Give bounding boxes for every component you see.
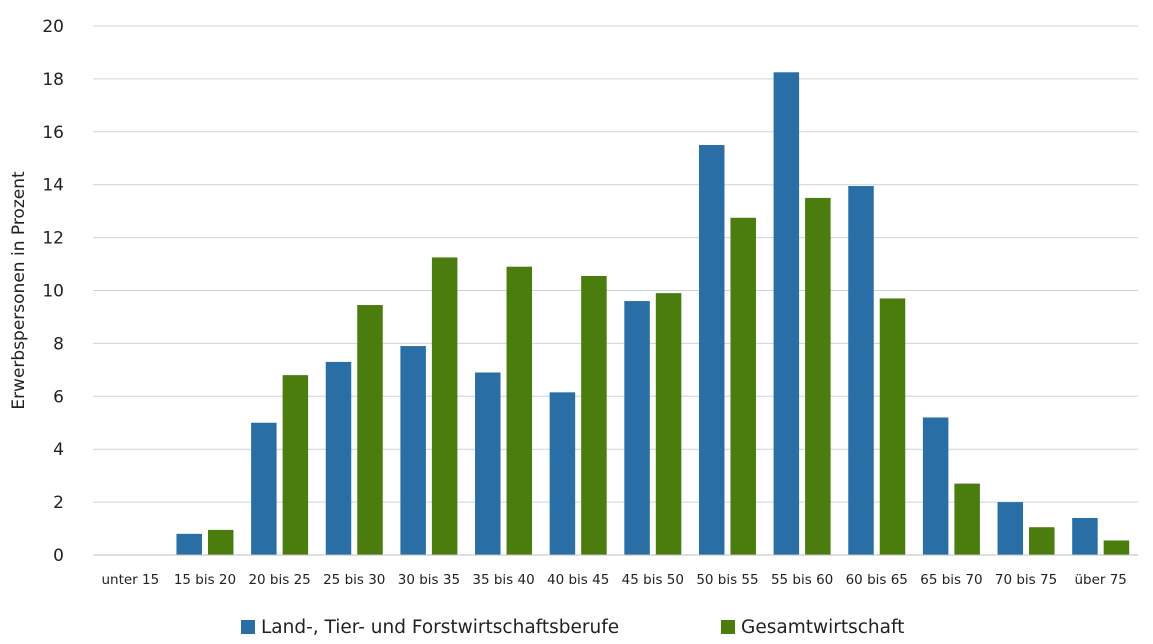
bar-gesamtwirtschaft-ueber-75 [1103, 540, 1130, 555]
bar-land-tier-und-forstwirtschaftsberufe-30-bis-35 [400, 346, 426, 555]
y-axis-ticks: 0 2 4 6 8 10 12 14 16 18 20 [42, 17, 64, 566]
legend: Land-, Tier- und Forstwirtschaftsberufe … [241, 617, 904, 638]
x-axis-ticks: unter 15 15 bis 20 20 bis 25 25 bis 30 30 bi… [101, 572, 1126, 588]
y-tick-label-0: 0 [53, 546, 64, 566]
x-tick-label-25-bis-30: 25 bis 30 [323, 572, 385, 588]
y-tick-label-20: 20 [42, 17, 64, 37]
bar-land-tier-und-forstwirtschaftsberufe-65-bis-70 [922, 417, 949, 555]
x-tick-label-40-bis-45: 40 bis 45 [547, 572, 609, 588]
x-tick-label-15-bis-20: 15 bis 20 [174, 572, 236, 588]
legend-swatch-land-tier-forstwirtschaftsberufe [241, 620, 255, 634]
y-tick-label-10: 10 [42, 282, 64, 302]
bar-gesamtwirtschaft-50-bis-55 [730, 217, 756, 555]
bar-land-tier-und-forstwirtschaftsberufe-40-bis-45 [549, 392, 576, 555]
bar-gesamtwirtschaft-20-bis-25 [282, 375, 309, 555]
x-tick-label-20-bis-25: 20 bis 25 [248, 572, 310, 588]
bar-land-tier-und-forstwirtschaftsberufe-25-bis-30 [325, 361, 352, 555]
bar-gesamtwirtschaft-70-bis-75 [1029, 527, 1055, 555]
y-tick-label-6: 6 [53, 387, 64, 407]
gridlines [93, 25, 1138, 503]
bar-gesamtwirtschaft-35-bis-40 [506, 266, 533, 555]
bar-gesamtwirtschaft-65-bis-70 [954, 483, 980, 555]
bar-land-tier-und-forstwirtschaftsberufe-15-bis-20 [176, 533, 202, 555]
bar-land-tier-und-forstwirtschaftsberufe-70-bis-75 [997, 502, 1024, 555]
bar-gesamtwirtschaft-15-bis-20 [207, 529, 234, 555]
legend-label-gesamtwirtschaft: Gesamtwirtschaft [741, 617, 904, 638]
bar-land-tier-und-forstwirtschaftsberufe-35-bis-40 [475, 372, 501, 555]
x-tick-label-45-bis-50: 45 bis 50 [622, 572, 684, 588]
x-tick-label-50-bis-55: 50 bis 55 [696, 572, 758, 588]
y-axis-title: Erwerbspersonen in Prozent [9, 171, 29, 410]
bar-gesamtwirtschaft-45-bis-50 [655, 293, 682, 555]
bar-gesamtwirtschaft-30-bis-35 [431, 257, 458, 555]
bar-gesamtwirtschaft-60-bis-65 [879, 298, 906, 555]
y-tick-label-4: 4 [53, 440, 64, 460]
bar-land-tier-und-forstwirtschaftsberufe-60-bis-65 [848, 186, 874, 555]
bars [176, 72, 1130, 556]
x-tick-label-60-bis-65: 60 bis 65 [846, 572, 908, 588]
x-tick-label-35-bis-40: 35 bis 40 [472, 572, 534, 588]
x-tick-label-ueber-75: über 75 [1074, 572, 1126, 588]
y-tick-label-14: 14 [42, 176, 64, 196]
bar-land-tier-und-forstwirtschaftsberufe-ueber-75 [1072, 517, 1098, 555]
bar-land-tier-und-forstwirtschaftsberufe-50-bis-55 [698, 145, 725, 555]
x-tick-label-65-bis-70: 65 bis 70 [920, 572, 982, 588]
x-tick-label-unter-15: unter 15 [101, 572, 159, 588]
y-tick-label-2: 2 [53, 493, 64, 513]
y-tick-label-18: 18 [42, 70, 64, 90]
y-tick-label-12: 12 [42, 229, 64, 249]
bar-land-tier-und-forstwirtschaftsberufe-20-bis-25 [251, 422, 277, 555]
x-tick-label-70-bis-75: 70 bis 75 [995, 572, 1057, 588]
y-tick-label-16: 16 [42, 123, 64, 143]
legend-swatch-gesamtwirtschaft [721, 620, 735, 634]
bar-gesamtwirtschaft-40-bis-45 [581, 275, 607, 555]
x-tick-label-30-bis-35: 30 bis 35 [398, 572, 460, 588]
bar-gesamtwirtschaft-55-bis-60 [805, 197, 831, 556]
legend-label-land-tier-forstwirtschaftsberufe: Land-, Tier- und Forstwirtschaftsberufe [261, 617, 619, 638]
y-tick-label-8: 8 [53, 334, 64, 354]
bar-land-tier-und-forstwirtschaftsberufe-45-bis-50 [624, 301, 650, 555]
bar-gesamtwirtschaft-25-bis-30 [357, 305, 383, 555]
bar-land-tier-und-forstwirtschaftsberufe-55-bis-60 [773, 72, 800, 555]
x-tick-label-55-bis-60: 55 bis 60 [771, 572, 833, 588]
